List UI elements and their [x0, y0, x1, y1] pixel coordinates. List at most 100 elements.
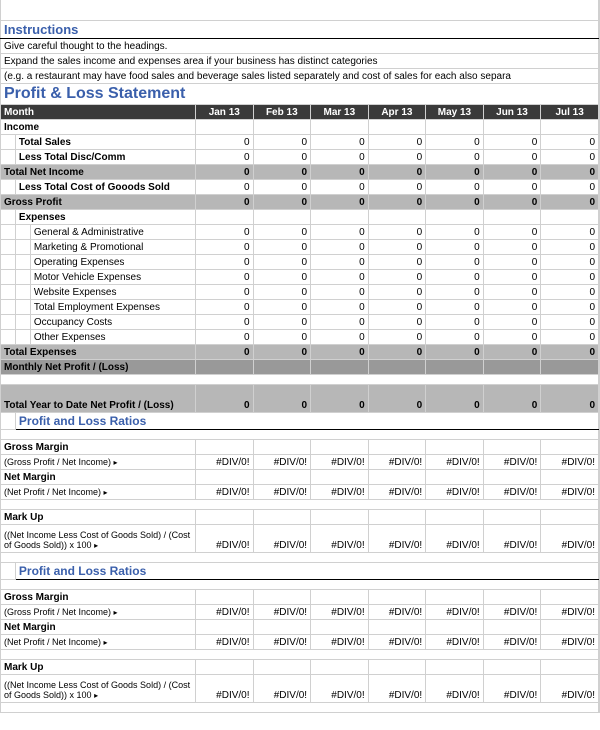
expense-row: Total Employment Expenses0000000 [1, 299, 599, 314]
month-col: Mar 13 [311, 104, 369, 119]
expense-row: Marketing & Promotional0000000 [1, 239, 599, 254]
ratio-cell: #DIV/0! [541, 674, 599, 702]
income-row: Total Net Income0000000 [1, 164, 599, 179]
cell: 0 [253, 224, 311, 239]
cell: 0 [311, 284, 369, 299]
cell: 0 [483, 329, 541, 344]
income-row: Gross Profit0000000 [1, 194, 599, 209]
month-label: Month [1, 104, 196, 119]
cell: 0 [195, 149, 253, 164]
row-label: Less Total Disc/Comm [15, 149, 195, 164]
cell: 0 [368, 254, 426, 269]
cell: 0 [311, 224, 369, 239]
month-col: Jun 13 [483, 104, 541, 119]
cell: 0 [195, 284, 253, 299]
cell: 0 [483, 254, 541, 269]
cell: 0 [541, 134, 599, 149]
cell: 0 [195, 254, 253, 269]
ratio-cell: #DIV/0! [368, 604, 426, 619]
cell: 0 [541, 149, 599, 164]
ratio-sublabel: (Gross Profit / Net Income) ▸ [1, 454, 196, 469]
ratios-title: Profit and Loss Ratios [15, 562, 598, 579]
instructions-line: (e.g. a restaurant may have food sales a… [1, 68, 599, 83]
ratio-label: Net Margin [1, 469, 196, 484]
cell: 0 [483, 284, 541, 299]
cell: 0 [426, 299, 484, 314]
ratio-label: Mark Up [1, 509, 196, 524]
ratio-cell: #DIV/0! [426, 604, 484, 619]
row-label: Total Net Income [1, 164, 196, 179]
cell: 0 [368, 194, 426, 209]
income-row: Total Sales0000000 [1, 134, 599, 149]
income-label: Income [1, 119, 196, 134]
cell: 0 [426, 134, 484, 149]
cell: 0 [195, 329, 253, 344]
ytd-row: Total Year to Date Net Profit / (Loss) 0… [1, 384, 599, 412]
cell: 0 [253, 134, 311, 149]
cell: 0 [195, 134, 253, 149]
expand-icon: ▸ [114, 608, 118, 617]
ratio-cell: #DIV/0! [195, 634, 253, 649]
instructions-line: Expand the sales income and expenses are… [1, 53, 599, 68]
cell: 0 [195, 299, 253, 314]
ratio-cell: #DIV/0! [253, 454, 311, 469]
row-label: Gross Profit [1, 194, 196, 209]
cell: 0 [483, 134, 541, 149]
cell: 0 [483, 194, 541, 209]
row-label: Occupancy Costs [30, 314, 195, 329]
statement-title: Profit & Loss Statement [1, 83, 599, 104]
ytd-label: Total Year to Date Net Profit / (Loss) [1, 384, 196, 412]
ratio-sublabel: (Net Profit / Net Income) ▸ [1, 634, 196, 649]
ratio-cell: #DIV/0! [483, 634, 541, 649]
expense-row: General & Administrative0000000 [1, 224, 599, 239]
cell: 0 [483, 164, 541, 179]
ratio-cell: #DIV/0! [311, 674, 369, 702]
cell: 0 [253, 284, 311, 299]
cell: 0 [483, 179, 541, 194]
cell: 0 [368, 329, 426, 344]
ratio-cell: #DIV/0! [426, 674, 484, 702]
cell: 0 [311, 254, 369, 269]
ratio-cell: #DIV/0! [311, 524, 369, 552]
total-expenses-label: Total Expenses [1, 344, 196, 359]
row-label: Total Sales [15, 134, 195, 149]
cell: 0 [368, 179, 426, 194]
cell: 0 [426, 314, 484, 329]
cell: 0 [426, 269, 484, 284]
cell: 0 [368, 314, 426, 329]
cell: 0 [311, 179, 369, 194]
ratio-cell: #DIV/0! [368, 674, 426, 702]
ratio-cell: #DIV/0! [368, 454, 426, 469]
cell: 0 [253, 329, 311, 344]
month-col: Jan 13 [195, 104, 253, 119]
expand-icon: ▸ [94, 691, 98, 700]
month-col: May 13 [426, 104, 484, 119]
cell: 0 [483, 314, 541, 329]
cell: 0 [195, 179, 253, 194]
cell: 0 [541, 239, 599, 254]
cell: 0 [483, 224, 541, 239]
cell: 0 [483, 269, 541, 284]
row-label: Motor Vehicle Expenses [30, 269, 195, 284]
ratio-label: Gross Margin [1, 439, 196, 454]
row-label: Less Total Cost of Gooods Sold [15, 179, 195, 194]
cell: 0 [195, 224, 253, 239]
ratio-cell: #DIV/0! [253, 524, 311, 552]
month-col: Apr 13 [368, 104, 426, 119]
cell: 0 [368, 239, 426, 254]
cell: 0 [311, 299, 369, 314]
ratio-sublabel: (Net Profit / Net Income) ▸ [1, 484, 196, 499]
income-row: Less Total Cost of Gooods Sold0000000 [1, 179, 599, 194]
ratio-cell: #DIV/0! [195, 524, 253, 552]
cell: 0 [541, 284, 599, 299]
ratio-cell: #DIV/0! [195, 604, 253, 619]
cell: 0 [368, 224, 426, 239]
ratio-cell: #DIV/0! [541, 454, 599, 469]
cell: 0 [483, 239, 541, 254]
cell: 0 [311, 164, 369, 179]
cell: 0 [426, 224, 484, 239]
ratio-cell: #DIV/0! [483, 604, 541, 619]
ratio-cell: #DIV/0! [426, 454, 484, 469]
cell: 0 [253, 269, 311, 284]
cell: 0 [426, 284, 484, 299]
